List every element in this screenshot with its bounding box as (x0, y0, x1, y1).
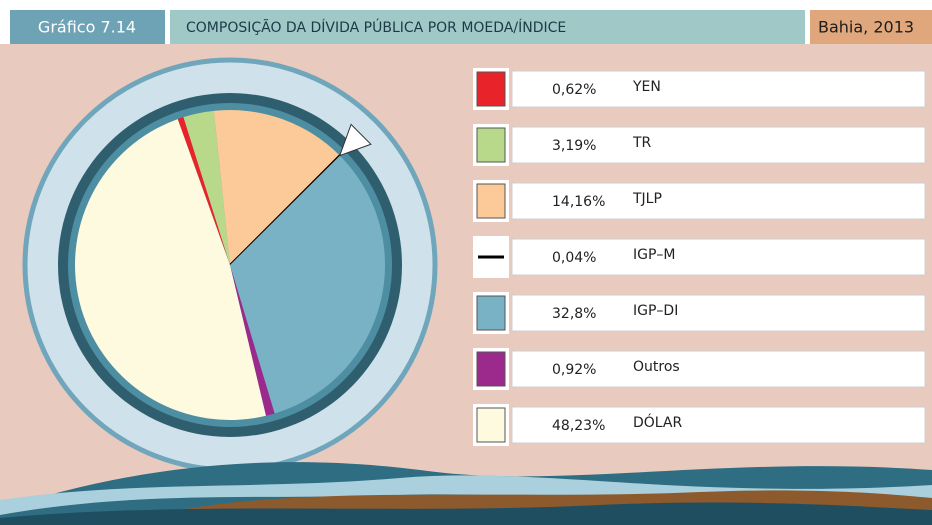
legend-value: 0,92% (552, 362, 596, 378)
legend-label: IGP–DI (633, 303, 678, 319)
legend-value: 32,8% (552, 306, 596, 322)
legend-label: DÓLAR (633, 413, 682, 431)
infographic: Gráfico 7.14 COMPOSIÇÃO DA DÍVIDA PÚBLIC… (0, 0, 932, 525)
legend-value: 3,19% (552, 138, 596, 154)
header-title: COMPOSIÇÃO DA DÍVIDA PÚBLICA POR MOEDA/Í… (186, 18, 566, 36)
legend-label: TR (632, 135, 652, 151)
legend-swatch (477, 184, 505, 218)
legend-value: 48,23% (552, 418, 605, 434)
header-label: Gráfico 7.14 (38, 18, 136, 37)
legend-label: IGP–M (633, 247, 676, 263)
legend-label: TJLP (632, 191, 662, 207)
legend-swatch (477, 128, 505, 162)
legend-value: 14,16% (552, 194, 605, 210)
legend-swatch (477, 72, 505, 106)
legend-label: Outros (633, 359, 680, 375)
legend-value: 0,04% (552, 250, 596, 266)
pie (75, 110, 385, 420)
legend-swatch (477, 408, 505, 442)
header-place: Bahia, 2013 (818, 18, 914, 37)
legend-label: YEN (632, 79, 661, 95)
legend-value: 0,62% (552, 82, 596, 98)
legend-swatch (477, 296, 505, 330)
legend-swatch (477, 352, 505, 386)
